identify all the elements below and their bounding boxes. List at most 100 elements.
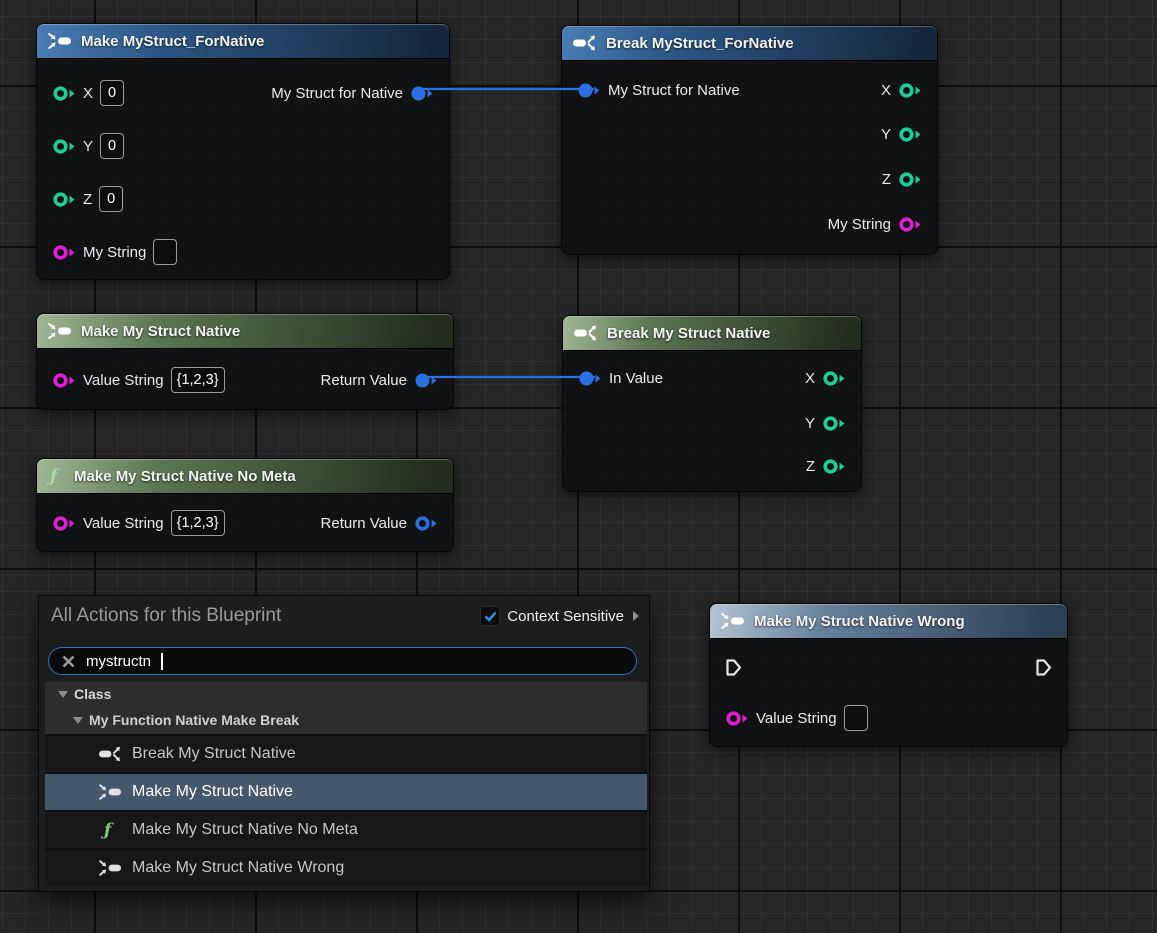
pin-row: Value String <box>710 704 1067 732</box>
pin-value-input[interactable]: {1,2,3} <box>170 367 225 393</box>
pin-row <box>710 653 1067 681</box>
make-struct-icon <box>720 612 745 630</box>
green-pin-icon[interactable] <box>898 170 922 189</box>
node-header[interactable]: Make My Struct Native <box>37 314 453 349</box>
collapse-triangle-icon[interactable] <box>73 716 83 724</box>
exec-pin-icon[interactable] <box>725 658 742 677</box>
pin-label: Z <box>83 190 93 208</box>
pin-label: Value String <box>83 514 164 532</box>
pin-value-input[interactable] <box>153 239 178 265</box>
pin-row: My String <box>562 210 937 238</box>
pin-row: In Value X <box>563 364 861 392</box>
category-row[interactable]: Class <box>45 682 647 706</box>
magenta-pin-icon[interactable] <box>52 371 76 390</box>
svg-text:ƒ: ƒ <box>47 467 60 485</box>
pin-label: Y <box>804 414 815 432</box>
context-sensitive-label: Context Sensitive <box>507 607 624 625</box>
magenta-pin-icon[interactable] <box>52 514 76 533</box>
node-title: Make MyStruct_ForNative <box>81 32 265 50</box>
function-icon: ƒ <box>98 821 122 839</box>
pin-value-input[interactable]: 0 <box>100 133 125 159</box>
magenta-pin-icon[interactable] <box>52 243 76 262</box>
pin-value-input[interactable] <box>843 705 868 731</box>
node-title: Break My Struct Native <box>607 324 771 342</box>
pin-value-input[interactable]: 0 <box>99 186 124 212</box>
subcategory-label: My Function Native Make Break <box>89 712 300 728</box>
node-header[interactable]: Make My Struct Native Wrong <box>710 604 1067 639</box>
action-item-break-my-struct-native[interactable]: Break My Struct Native <box>45 734 647 772</box>
green-pin-icon[interactable] <box>52 137 76 156</box>
pin-value-input[interactable]: 0 <box>100 80 125 106</box>
blue-pin-icon[interactable] <box>577 81 601 100</box>
blue-pin-icon[interactable] <box>578 369 602 388</box>
pin-row: Value String {1,2,3} Return Value <box>37 366 453 394</box>
node-make-my-struct-native-no-meta[interactable]: ƒ Make My Struct Native No Meta Value Stri… <box>36 458 454 552</box>
blue-pin-icon[interactable] <box>414 514 438 533</box>
make-struct-icon <box>98 783 122 801</box>
node-make-my-struct-native-wrong[interactable]: Make My Struct Native Wrong Value String <box>709 603 1068 747</box>
node-title: Break MyStruct_ForNative <box>606 34 794 52</box>
magenta-pin-icon[interactable] <box>898 215 922 234</box>
pin-label: Y <box>83 137 94 155</box>
blue-pin-icon[interactable] <box>410 84 434 103</box>
pin-label: Return Value <box>320 514 407 532</box>
pin-label: My Struct for Native <box>271 84 403 102</box>
node-make-my-struct-native[interactable]: Make My Struct Native Value String {1,2,3}… <box>36 313 454 410</box>
break-struct-icon <box>573 324 598 342</box>
magenta-pin-icon[interactable] <box>725 709 749 728</box>
make-struct-icon <box>47 32 72 50</box>
context-sensitive-checkbox[interactable] <box>480 606 501 626</box>
node-make-mystruct-fornative[interactable]: Make MyStruct_ForNative X 0 My Struct for N… <box>36 23 450 280</box>
search-box[interactable]: mystructn <box>48 647 637 675</box>
pin-label: Y <box>880 125 891 143</box>
make-struct-icon <box>98 859 122 877</box>
subcategory-row[interactable]: My Function Native Make Break <box>45 706 647 734</box>
node-title: Make My Struct Native <box>81 322 241 340</box>
menu-title: All Actions for this Blueprint <box>51 605 282 626</box>
green-pin-icon[interactable] <box>822 457 846 476</box>
expand-arrow-icon[interactable] <box>633 611 639 621</box>
pin-row: Value String {1,2,3} Return Value <box>37 509 453 537</box>
pin-row: Y <box>562 120 937 148</box>
pin-label: Value String <box>756 709 837 727</box>
collapse-triangle-icon[interactable] <box>58 690 68 698</box>
break-struct-icon <box>572 34 597 52</box>
green-pin-icon[interactable] <box>898 125 922 144</box>
green-pin-icon[interactable] <box>898 81 922 100</box>
actions-list: Class My Function Native Make Break Break … <box>45 682 647 886</box>
node-break-my-struct-native[interactable]: Break My Struct Native In Value X Y Z <box>562 315 862 492</box>
menu-header: All Actions for this Blueprint Context S… <box>51 605 639 627</box>
exec-pin-icon[interactable] <box>1035 658 1052 677</box>
text-caret <box>161 652 164 670</box>
pin-label: Return Value <box>320 371 407 389</box>
pin-label: My String <box>83 243 147 261</box>
pin-label: Z <box>881 170 891 188</box>
node-header[interactable]: Break My Struct Native <box>563 316 861 351</box>
make-struct-icon <box>47 322 72 340</box>
pin-label: X <box>804 369 815 387</box>
svg-text:ƒ: ƒ <box>101 821 114 839</box>
node-break-mystruct-fornative[interactable]: Break MyStruct_ForNative My Struct for Na… <box>561 25 938 255</box>
green-pin-icon[interactable] <box>52 84 76 103</box>
search-input[interactable]: mystructn <box>86 652 152 670</box>
pin-label: X <box>880 81 891 99</box>
context-sensitive-control: Context Sensitive <box>480 606 639 626</box>
pin-label: Value String <box>83 371 164 389</box>
node-header[interactable]: Break MyStruct_ForNative <box>562 26 937 61</box>
node-header[interactable]: Make MyStruct_ForNative <box>37 24 449 59</box>
pin-row: My Struct for Native X <box>562 76 937 104</box>
green-pin-icon[interactable] <box>822 414 846 433</box>
green-pin-icon[interactable] <box>52 190 76 209</box>
blue-pin-icon[interactable] <box>414 371 438 390</box>
action-item-make-my-struct-native[interactable]: Make My Struct Native <box>45 772 647 810</box>
pin-value-input[interactable]: {1,2,3} <box>170 510 225 536</box>
action-item-label: Break My Struct Native <box>132 745 296 762</box>
action-item-make-my-struct-native-wrong[interactable]: Make My Struct Native Wrong <box>45 848 647 886</box>
node-header[interactable]: ƒ Make My Struct Native No Meta <box>37 459 453 494</box>
action-item-make-my-struct-native-no-meta[interactable]: ƒ Make My Struct Native No Meta <box>45 810 647 848</box>
clear-search-icon[interactable] <box>61 654 76 669</box>
green-pin-icon[interactable] <box>822 369 846 388</box>
